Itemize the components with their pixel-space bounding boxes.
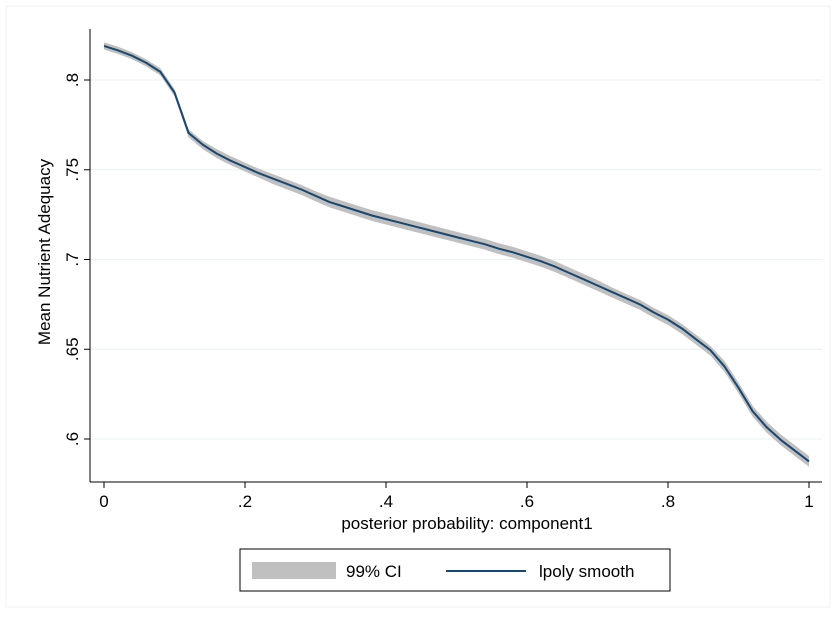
y-axis-label: Mean Nutrient Adequacy <box>35 158 54 345</box>
y-axis-ticks: .6 .65 .7 .75 .8 <box>63 73 90 446</box>
y-tick-label: .65 <box>63 337 82 361</box>
x-tick-label: .4 <box>379 492 393 511</box>
smooth-line-layer <box>103 44 810 463</box>
outer-frame <box>5 5 831 608</box>
legend: 99% CI lpoly smooth <box>239 548 671 592</box>
x-tick-label: .6 <box>520 492 534 511</box>
lpoly-smooth-line <box>103 44 810 463</box>
legend-label-smooth: lpoly smooth <box>539 562 634 581</box>
y-tick-label: .6 <box>63 432 82 446</box>
x-tick-label: .8 <box>661 492 675 511</box>
x-tick-label: 0 <box>99 492 108 511</box>
y-tick-label: .75 <box>63 158 82 182</box>
x-tick-label: .2 <box>238 492 252 511</box>
x-axis-label: posterior probability: component1 <box>341 514 592 533</box>
x-tick-label: 1 <box>804 492 813 511</box>
legend-label-ci: 99% CI <box>346 562 402 581</box>
y-tick-label: .8 <box>63 73 82 87</box>
legend-swatch-ci <box>252 562 336 579</box>
gridlines <box>90 79 822 440</box>
y-tick-label: .7 <box>63 252 82 266</box>
x-axis-ticks: 0 .2 .4 .6 .8 1 <box>99 482 814 511</box>
